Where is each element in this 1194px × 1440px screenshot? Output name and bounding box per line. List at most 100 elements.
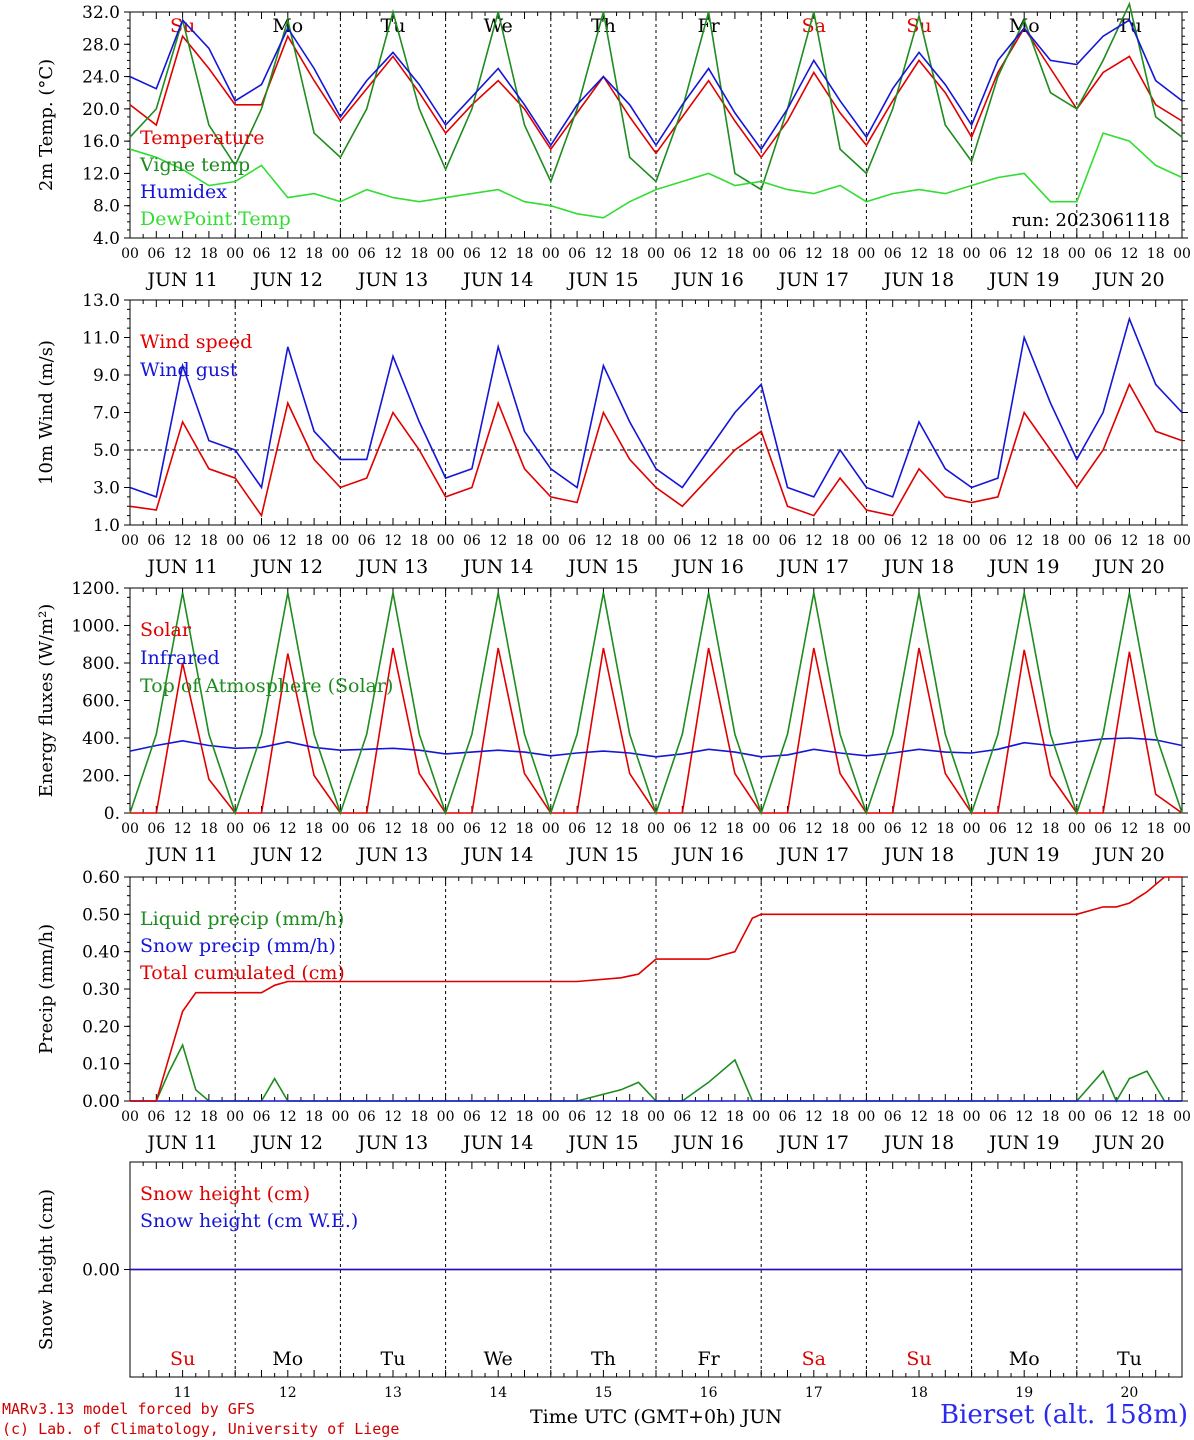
- hour-tick-label: 18: [831, 246, 849, 262]
- model-credit-line2: (c) Lab. of Climatology, University of L…: [2, 1420, 400, 1438]
- day-label: JUN 19: [987, 556, 1059, 578]
- hour-tick-label: 00: [121, 821, 139, 837]
- legend-entry: Solar: [140, 619, 192, 641]
- hour-tick-label: 00: [1068, 533, 1086, 549]
- y-tick-label: 4.0: [93, 229, 120, 249]
- series-line-wind_gust: [129, 316, 1183, 498]
- hour-tick-label: 06: [779, 1109, 797, 1125]
- day-number-label: 15: [594, 1385, 612, 1401]
- hour-tick-label: 12: [700, 1109, 718, 1125]
- y-tick-label: 0.40: [82, 943, 120, 963]
- hour-tick-label: 18: [1042, 1109, 1060, 1125]
- hour-tick-label: 12: [174, 533, 192, 549]
- weekday-label: Sa: [802, 1348, 826, 1370]
- hour-tick-label: 00: [1173, 821, 1191, 837]
- hour-tick-label: 06: [253, 246, 271, 262]
- y-tick-label: 200.: [82, 767, 120, 787]
- hour-tick-label: 00: [437, 533, 455, 549]
- hour-tick-label: 12: [384, 1109, 402, 1125]
- hour-tick-label: 06: [463, 533, 481, 549]
- hour-tick-label: 12: [700, 821, 718, 837]
- weekday-label: Th: [591, 15, 616, 37]
- hour-tick-label: 00: [226, 246, 244, 262]
- hour-tick-label: 06: [989, 821, 1007, 837]
- hour-tick-label: 12: [279, 821, 297, 837]
- weekday-label: Sa: [802, 15, 826, 37]
- y-tick-label: 0.30: [82, 980, 120, 1000]
- hour-tick-label: 00: [1173, 533, 1191, 549]
- y-tick-label: 3.0: [93, 479, 120, 499]
- day-label: JUN 12: [251, 1132, 323, 1154]
- hour-tick-label: 00: [963, 1109, 981, 1125]
- day-label: JUN 17: [777, 556, 849, 578]
- day-label: JUN 15: [566, 556, 638, 578]
- y-tick-label: 0.20: [82, 1017, 120, 1037]
- hour-tick-label: 12: [594, 821, 612, 837]
- hour-tick-label: 18: [200, 1109, 218, 1125]
- y-tick-label: 7.0: [93, 404, 120, 424]
- hour-tick-label: 12: [384, 821, 402, 837]
- hour-tick-label: 18: [621, 533, 639, 549]
- model-credit-line1: MARv3.13 model forced by GFS: [2, 1400, 255, 1418]
- hour-tick-label: 06: [568, 1109, 586, 1125]
- day-label: JUN 19: [987, 269, 1059, 291]
- hour-tick-label: 12: [279, 1109, 297, 1125]
- hour-tick-label: 12: [805, 1109, 823, 1125]
- hour-tick-label: 12: [279, 533, 297, 549]
- weekday-label: Su: [170, 1348, 195, 1370]
- hour-tick-label: 00: [121, 246, 139, 262]
- hour-tick-label: 06: [1094, 821, 1112, 837]
- hour-tick-label: 06: [673, 533, 691, 549]
- hour-tick-label: 12: [805, 821, 823, 837]
- hour-tick-label: 18: [1042, 533, 1060, 549]
- hour-tick-label: 18: [936, 246, 954, 262]
- y-tick-label: 13.0: [82, 291, 120, 311]
- panel-wind: 1.0 3.0 5.0 7.0 9.0 11.0 13.0 10m Wind (m/s) 00 0…: [36, 291, 1191, 578]
- day-label: JUN 15: [566, 1132, 638, 1154]
- legend-entry: Wind speed: [140, 331, 252, 353]
- day-label: JUN 11: [145, 844, 217, 866]
- hour-tick-label: 12: [805, 533, 823, 549]
- legend-entry: Snow precip (mm/h): [140, 935, 336, 957]
- series-line-dewpoint: [129, 132, 1183, 219]
- day-label: JUN 17: [777, 844, 849, 866]
- y-tick-label: 0.50: [82, 905, 120, 925]
- day-label: JUN 13: [356, 844, 428, 866]
- y-tick-label: 1000.: [71, 617, 120, 637]
- hour-tick-label: 12: [910, 821, 928, 837]
- hour-tick-label: 12: [489, 821, 507, 837]
- hour-tick-label: 12: [910, 1109, 928, 1125]
- hour-tick-label: 00: [752, 533, 770, 549]
- hour-tick-label: 12: [594, 1109, 612, 1125]
- time-axis-label: Time UTC (GMT+0h) JUN: [530, 1406, 782, 1428]
- hour-tick-label: 18: [410, 821, 428, 837]
- day-number-label: 12: [279, 1385, 297, 1401]
- day-label: JUN 12: [251, 844, 323, 866]
- day-label: JUN 12: [251, 269, 323, 291]
- day-number-label: 20: [1120, 1385, 1138, 1401]
- hour-tick-label: 06: [253, 821, 271, 837]
- hour-tick-label: 12: [1120, 246, 1138, 262]
- day-number-label: 16: [700, 1385, 718, 1401]
- y-tick-label: 24.0: [82, 68, 120, 88]
- hour-tick-label: 18: [936, 821, 954, 837]
- hour-tick-label: 06: [358, 821, 376, 837]
- y-tick-label: 1.0: [93, 516, 120, 536]
- day-label: JUN 14: [461, 269, 533, 291]
- weekday-label: Su: [906, 15, 931, 37]
- hour-tick-label: 00: [1068, 1109, 1086, 1125]
- day-number-label: 11: [174, 1385, 192, 1401]
- legend-entry: Top of Atmosphere (Solar): [140, 675, 393, 697]
- hour-tick-label: 12: [174, 246, 192, 262]
- legend-entry: Infrared: [140, 647, 220, 669]
- legend-entry: Total cumulated (cm): [140, 962, 345, 984]
- hour-tick-label: 18: [726, 533, 744, 549]
- hour-tick-label: 12: [700, 533, 718, 549]
- hour-tick-label: 12: [910, 246, 928, 262]
- day-label: JUN 11: [145, 556, 217, 578]
- hour-tick-label: 00: [647, 533, 665, 549]
- hour-tick-label: 06: [884, 533, 902, 549]
- y-tick-label: 0.10: [82, 1055, 120, 1075]
- weekday-label: Mo: [1009, 15, 1040, 37]
